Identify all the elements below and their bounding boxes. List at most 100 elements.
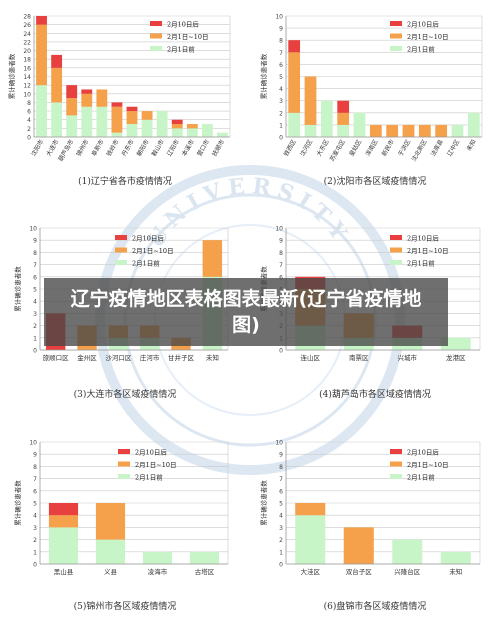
bar-segment (48, 527, 79, 564)
x-tick-label: 大东区 (315, 138, 331, 158)
y-tick-label: 9 (279, 26, 283, 33)
bar-segment (369, 124, 382, 137)
bar-segment (95, 539, 126, 564)
x-tick-label: 双台子区 (346, 567, 373, 576)
y-tick-label: 8 (27, 100, 31, 107)
x-tick-label: 抚顺市 (210, 138, 226, 158)
bar-segment (126, 124, 138, 137)
x-tick-label: 兴隆台区 (394, 567, 421, 576)
legend-label: 2月1日前 (407, 45, 435, 54)
x-tick-label: 辽中区 (445, 138, 461, 158)
bar-segment (126, 111, 138, 125)
bar-segment (111, 132, 123, 137)
bar-segment (36, 85, 47, 137)
y-tick-label: 0 (33, 562, 37, 569)
x-tick-label: 丹东市 (120, 138, 136, 158)
bar-segment (171, 128, 183, 137)
x-tick-label: 本溪市 (180, 138, 196, 158)
legend-label: 2月1日~10日 (135, 461, 177, 469)
legend-swatch (390, 33, 402, 39)
x-tick-label: 未知 (449, 567, 462, 576)
legend-swatch (390, 247, 402, 253)
y-axis-label: 累计确诊患者数 (7, 53, 16, 99)
y-tick-label: 1 (33, 335, 37, 342)
bar-segment (141, 119, 153, 137)
legend-swatch (118, 449, 130, 454)
legend-label: 2月1日前 (167, 45, 195, 54)
bar-segment (288, 52, 301, 113)
y-tick-label: 2 (33, 537, 37, 544)
x-tick-label: 凌海市 (148, 567, 168, 576)
x-tick-label: 苏家屯区 (328, 138, 347, 163)
y-tick-label: 4 (279, 86, 283, 93)
y-tick-label: 6 (279, 488, 283, 495)
y-tick-label: 5 (279, 501, 283, 508)
x-tick-label: 兴城市 (398, 353, 418, 362)
bar-segment (392, 539, 423, 564)
legend-label: 2月1日~10日 (407, 33, 449, 41)
bar-segment (186, 128, 198, 137)
x-tick-label: 营口市 (195, 138, 211, 158)
y-tick-label: 5 (33, 501, 37, 508)
legend-label: 2月1日前 (407, 259, 435, 268)
x-tick-label: 新民市 (380, 138, 396, 158)
bar-segment (36, 16, 47, 25)
y-tick-label: 5 (33, 287, 37, 294)
x-tick-label: 未知 (465, 138, 478, 152)
bar-segment (217, 132, 228, 137)
y-tick-label: 10 (275, 440, 283, 447)
x-tick-label: 铁西区 (282, 138, 298, 158)
legend-label: 2月1日~10日 (132, 247, 174, 255)
bar-segment (201, 124, 213, 137)
y-tick-label: 1 (33, 549, 37, 556)
bar-segment (288, 112, 301, 137)
y-tick-label: 8 (279, 464, 283, 471)
y-tick-label: 0 (279, 562, 283, 569)
y-tick-label: 0 (279, 348, 283, 355)
y-tick-label: 4 (27, 117, 31, 124)
y-tick-label: 12 (23, 83, 31, 90)
bar-segment (126, 106, 138, 112)
y-tick-label: 2 (27, 126, 31, 133)
y-tick-label: 20 (23, 48, 31, 55)
x-tick-label: 大洼区 (301, 567, 321, 576)
legend-label: 2月10日后 (407, 234, 439, 243)
y-tick-label: 8 (279, 250, 283, 257)
bar-segment (171, 119, 183, 125)
y-axis-label: 累计确诊患者数 (259, 53, 268, 99)
y-tick-label: 10 (29, 226, 37, 233)
y-tick-label: 0 (27, 135, 31, 142)
y-tick-label: 10 (23, 91, 31, 98)
bar-segment (66, 98, 78, 116)
legend-label: 2月10日后 (167, 20, 199, 29)
bar-segment (451, 124, 464, 137)
legend-swatch (118, 461, 130, 467)
legend-swatch (118, 474, 130, 479)
y-tick-label: 5 (279, 74, 283, 81)
article-title: 辽宁疫情地区表格图表最新(辽宁省疫情地图) (70, 288, 422, 336)
chart-caption: (3)大连市各区域疫情情况 (73, 390, 177, 400)
chart-caption: (5)锦州市各区域疫情情况 (73, 602, 177, 612)
bar-segment (51, 54, 63, 68)
x-tick-label: 法库县 (429, 138, 445, 158)
bar-segment (295, 503, 326, 516)
y-tick-label: 6 (279, 62, 283, 69)
bar-segment (440, 337, 471, 350)
x-tick-label: 连山区 (301, 353, 321, 362)
y-tick-label: 7 (279, 476, 283, 483)
bar-segment (186, 124, 198, 129)
y-tick-label: 9 (279, 238, 283, 245)
y-tick-label: 26 (23, 22, 31, 29)
y-tick-label: 4 (33, 299, 37, 306)
x-tick-label: 皇姑区 (347, 138, 363, 158)
y-tick-label: 7 (33, 476, 37, 483)
bar-segment (440, 551, 471, 564)
legend-swatch (150, 33, 162, 39)
y-tick-label: 10 (275, 226, 283, 233)
bar-segment (402, 124, 415, 137)
y-axis-label: 累计确诊患者数 (13, 480, 22, 526)
bar-segment (320, 100, 333, 137)
legend-label: 2月1日前 (132, 259, 160, 268)
